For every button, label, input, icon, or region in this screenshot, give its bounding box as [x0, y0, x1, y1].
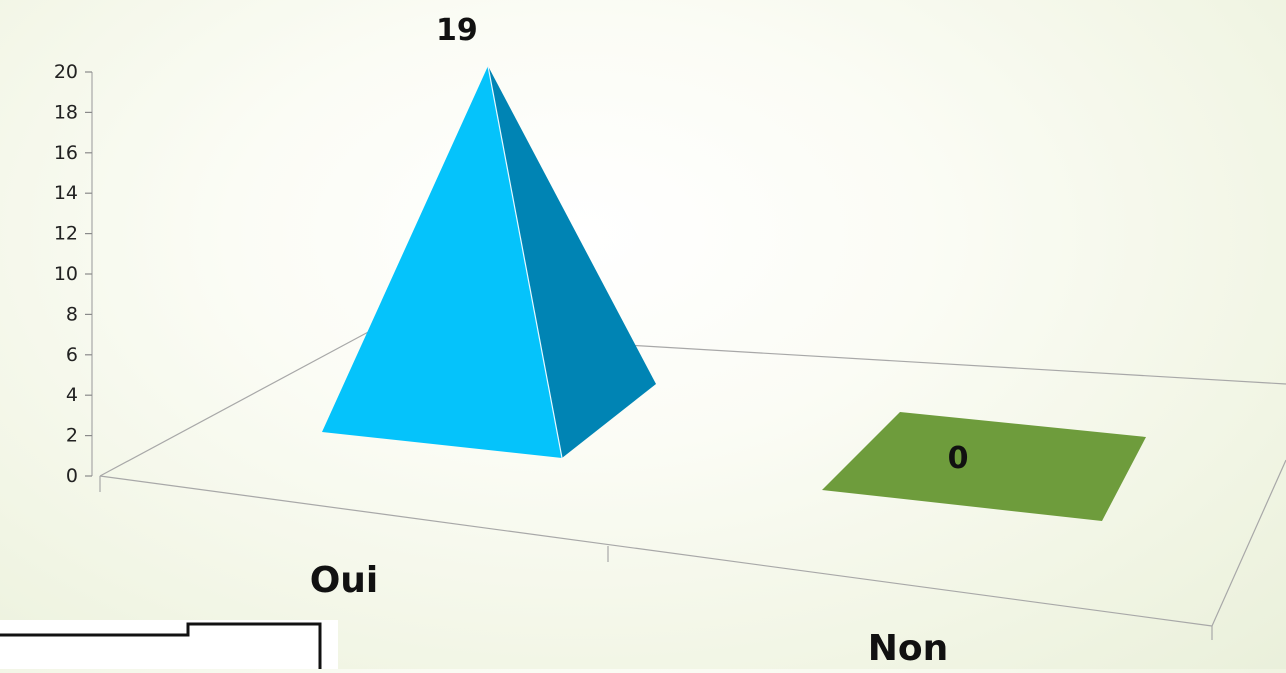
y-axis-ticks: 0 2 4 6 8 10 12 14 16 18 20: [54, 61, 92, 487]
y-tick-label: 18: [54, 101, 78, 123]
labels: 19 Oui 0 Non: [310, 13, 969, 669]
y-tick-label: 10: [54, 263, 78, 285]
data-label-non: 0: [948, 441, 969, 476]
bars: [322, 65, 1146, 521]
floor-left-edge: [99, 329, 373, 477]
category-label-non: Non: [868, 628, 949, 669]
bar-oui-edge: [487, 65, 563, 459]
bar-oui-front-face: [322, 66, 562, 458]
y-tick-label: 4: [66, 384, 78, 406]
data-label-oui: 19: [436, 13, 478, 48]
bar-oui-side-face: [488, 66, 656, 458]
y-tick-label: 8: [66, 303, 78, 325]
inset-outline: [0, 622, 322, 669]
chart-floor: [91, 72, 1286, 640]
y-tick-label: 20: [54, 61, 78, 83]
floor-front-edge: [99, 475, 1213, 627]
y-tick-label: 6: [66, 344, 78, 366]
bar-non-base: [822, 412, 1146, 521]
inset-image-fragment: [0, 620, 338, 669]
y-tick-label: 2: [66, 425, 78, 447]
y-tick-label: 0: [66, 465, 78, 487]
floor-right-edge: [1211, 459, 1286, 627]
y-tick-label: 14: [54, 182, 78, 204]
y-tick-label: 12: [54, 223, 78, 245]
category-label-oui: Oui: [310, 560, 379, 601]
y-tick-label: 16: [54, 142, 78, 164]
